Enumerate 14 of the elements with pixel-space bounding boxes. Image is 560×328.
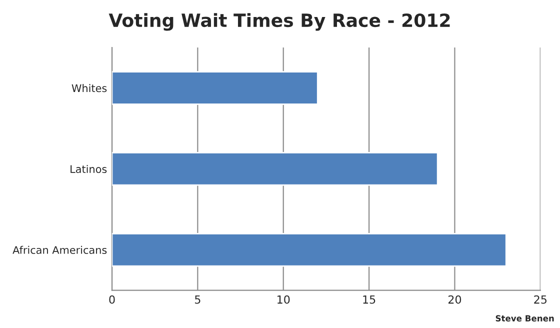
x-tick-label: 5 [195, 295, 200, 304]
bar [112, 152, 438, 186]
y-tick-label: Latinos [70, 164, 107, 174]
x-tick-label: 20 [448, 295, 462, 304]
chart-title: Voting Wait Times By Race - 2012 [108, 13, 450, 31]
x-tick-label: 0 [109, 295, 115, 304]
y-tick-label: African Americans [12, 246, 107, 254]
bar [112, 232, 507, 267]
text: Steve Benen [496, 315, 554, 322]
x-tick-label: 15 [363, 295, 376, 304]
bar [112, 71, 318, 105]
y-tick-label: Whites [72, 84, 107, 92]
x-tick-label: 25 [534, 295, 546, 304]
x-tick-label: 10 [278, 295, 290, 304]
